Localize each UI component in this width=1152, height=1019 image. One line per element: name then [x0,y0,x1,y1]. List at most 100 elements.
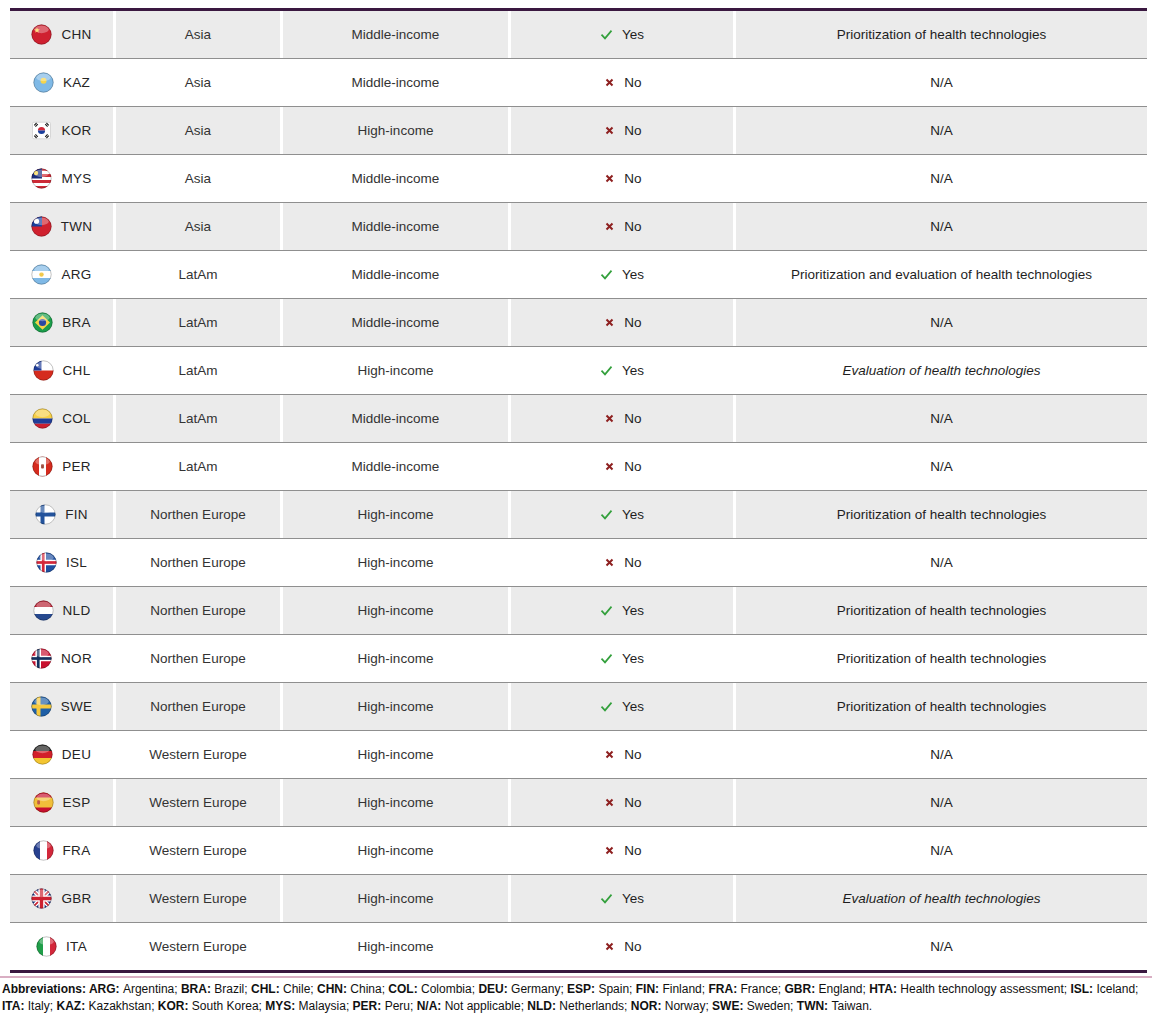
country-hta-table: CHN Asia Middle-income Yes Prioritizatio… [10,8,1147,973]
hta-cell: No [511,731,733,778]
description-label: N/A [930,555,953,570]
x-icon [602,558,616,567]
abbr-code: NLD: [527,999,559,1013]
country-cell: FRA [10,827,113,874]
description-cell: N/A [736,923,1147,970]
description-cell: Prioritization of health technologies [736,491,1147,538]
region-cell: LatAm [116,299,280,346]
country: NOR [31,648,92,669]
hta-label: Yes [622,507,644,522]
hta-label: Yes [622,27,644,42]
country-cell: NLD [10,587,113,634]
abbr-code: TWN: [797,999,832,1013]
hta-cell: No [511,203,733,250]
country: FIN [35,504,88,525]
income-cell: Middle-income [283,443,508,490]
table-row: GBR Western Europe High-income Yes Evalu… [10,874,1147,922]
x-icon [602,414,616,423]
region-label: LatAm [178,267,217,282]
hta-cell: No [511,155,733,202]
abbr-name: Iceland; [1096,982,1138,996]
income-label: High-income [358,603,434,618]
country: SWE [31,696,93,717]
table-row: KAZ Asia Middle-income No N/A [10,58,1147,106]
abbr-code: NOR: [631,999,665,1013]
income-label: Middle-income [352,171,440,186]
description-cell: Prioritization of health technologies [736,587,1147,634]
abbr-code: DEU: [478,982,511,996]
description-cell: N/A [736,155,1147,202]
description-cell: N/A [736,443,1147,490]
abbr-name: Colombia; [421,982,478,996]
abbr-name: Kazakhstan; [88,999,157,1013]
abbr-name: Peru; [385,999,417,1013]
income-cell: High-income [283,491,508,538]
country-code-label: SWE [61,699,93,714]
hta-cell: Yes [511,875,733,922]
hta-label: Yes [622,363,644,378]
description-cell: Prioritization of health technologies [736,683,1147,730]
description-cell: N/A [736,203,1147,250]
region-cell: LatAm [116,395,280,442]
description-cell: N/A [736,827,1147,874]
hta-status: Yes [600,27,644,42]
country: MYS [31,168,91,189]
description-cell: Prioritization and evaluation of health … [736,251,1147,298]
region-cell: Western Europe [116,875,280,922]
income-cell: High-income [283,875,508,922]
country-code-label: BRA [62,315,91,330]
table-row: BRA LatAm Middle-income No N/A [10,298,1147,346]
region-cell: Western Europe [116,923,280,970]
country-code-label: ITA [66,939,87,954]
country: BRA [32,312,91,333]
hta-cell: Yes [511,11,733,58]
country-cell: GBR [10,875,113,922]
check-icon [600,509,614,520]
country-cell: DEU [10,731,113,778]
abbr-name: Taiwan. [831,999,872,1013]
hta-cell: No [511,779,733,826]
country-cell: BRA [10,299,113,346]
country-code-label: NOR [61,651,92,666]
region-cell: Asia [116,155,280,202]
income-label: High-income [358,891,434,906]
hta-status: No [602,843,641,858]
country-code-label: GBR [61,891,91,906]
hta-cell: No [511,59,733,106]
ita-flag-icon [36,936,57,957]
region-cell: Western Europe [116,827,280,874]
table-row: MYS Asia Middle-income No N/A [10,154,1147,202]
description-label: Prioritization of health technologies [837,603,1046,618]
income-cell: Middle-income [283,155,508,202]
region-label: Western Europe [149,843,246,858]
income-label: High-income [358,507,434,522]
country-code-label: ARG [61,267,91,282]
region-cell: Northen Europe [116,635,280,682]
fin-flag-icon [35,504,56,525]
income-cell: Middle-income [283,395,508,442]
region-label: Asia [185,219,211,234]
country-code-label: PER [62,459,91,474]
x-icon [602,126,616,135]
abbr-code: HTA: [869,982,900,996]
hta-status: No [602,315,641,330]
table-row: NLD Northen Europe High-income Yes Prior… [10,586,1147,634]
table-row: ARG LatAm Middle-income Yes Prioritizati… [10,250,1147,298]
country: KOR [31,120,91,141]
country: GBR [31,888,91,909]
description-label: N/A [930,315,953,330]
income-label: High-income [358,363,434,378]
region-label: LatAm [178,459,217,474]
country-cell: ISL [10,539,113,586]
x-icon [602,174,616,183]
region-label: LatAm [178,315,217,330]
country-cell: KOR [10,107,113,154]
abbr-code: COL: [388,982,421,996]
bra-flag-icon [32,312,53,333]
check-icon [600,269,614,280]
income-label: Middle-income [352,411,440,426]
mys-flag-icon [31,168,52,189]
hta-status: Yes [600,267,644,282]
fra-flag-icon [33,840,54,861]
country-cell: ARG [10,251,113,298]
